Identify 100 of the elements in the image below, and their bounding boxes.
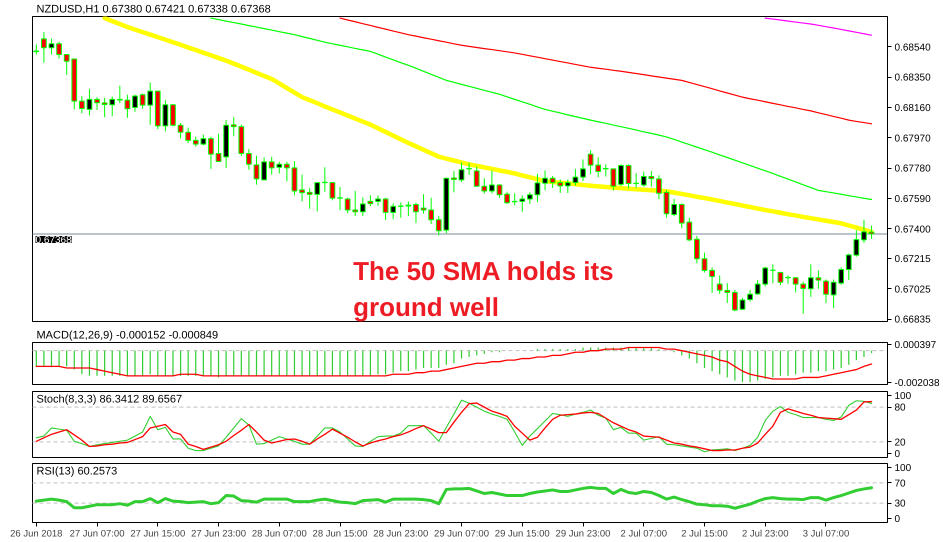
candlestick [808, 264, 814, 298]
candlestick [527, 192, 533, 204]
candlestick [595, 156, 602, 178]
candlestick [109, 96, 116, 117]
y-tick-label: 0.000397 [894, 340, 937, 351]
y-tick-label: 80 [894, 402, 906, 414]
chart-title: RSI(13) 60.2573 [36, 466, 118, 478]
y-tick-label: 70 [894, 478, 906, 490]
candlestick [314, 182, 320, 212]
chart-title: NZDUSD,H1 0.67380 0.67421 0.67338 0.67368 [36, 4, 271, 16]
annotation: The 50 SMA holds its ground well [353, 256, 614, 322]
candlestick [754, 280, 761, 296]
line-series [102, 16, 874, 234]
candlestick [276, 161, 282, 174]
candlestick [678, 202, 685, 229]
candlestick [41, 32, 47, 64]
x-tick-label: 29 Jun 15:00 [494, 528, 550, 540]
ref-line-label: 0.67368 [36, 234, 72, 246]
candlestick [474, 166, 480, 188]
candlestick [519, 194, 526, 212]
x-tick-label: 28 Jun 23:00 [373, 528, 428, 540]
y-tick-label: 0 [894, 448, 900, 460]
candlestick [466, 162, 472, 176]
x-tick-label: 27 Jun 15:00 [130, 528, 186, 540]
candlestick [428, 197, 434, 225]
line-series [210, 17, 872, 200]
candlestick [640, 171, 647, 188]
y-tick-label: -0.002038 [894, 378, 940, 390]
candlestick [762, 266, 768, 287]
candlestick [352, 190, 358, 217]
chart-title: Stoch(8,3,3) 86.3412 89.6567 [36, 394, 182, 406]
candlestick [64, 53, 70, 76]
candlestick [564, 179, 571, 194]
y-tick-label: 0.68540 [894, 42, 932, 54]
candlestick [716, 275, 723, 294]
candlestick [747, 289, 753, 302]
candlestick [732, 289, 738, 312]
candlestick [724, 282, 730, 304]
x-tick-label: 29 Jun 07:00 [434, 528, 489, 540]
candlestick [192, 136, 199, 148]
y-tick-label: 0.67400 [894, 224, 932, 236]
x-tick-label: 2 Jul 15:00 [681, 528, 728, 540]
candlestick [284, 161, 290, 182]
candlestick [360, 196, 366, 217]
y-tick-label: 20 [894, 437, 906, 448]
candlestick [390, 202, 396, 220]
candlestick [147, 82, 154, 126]
x-tick-label: 27 Jun 07:00 [70, 528, 125, 540]
candlestick [580, 158, 586, 182]
candlestick [185, 127, 192, 144]
y-tick-label: 0.67970 [894, 133, 932, 144]
candlestick [846, 253, 852, 281]
candlestick [344, 197, 350, 214]
candlestick [838, 266, 844, 286]
candlestick [246, 148, 252, 170]
candlestick [102, 97, 108, 118]
candlestick [588, 150, 594, 175]
candlestick [816, 270, 822, 290]
y-tick-label: 0 [894, 514, 900, 525]
y-tick-label: 100 [894, 391, 912, 402]
candlestick [792, 276, 798, 293]
y-tick-label: 0.67025 [894, 284, 932, 296]
candlestick [162, 100, 168, 132]
candlestick [368, 194, 374, 207]
candlestick [116, 85, 123, 104]
y-tick-label: 0.67590 [894, 194, 932, 206]
candlestick [671, 198, 677, 217]
y-tick-label: 0.68160 [894, 103, 932, 114]
x-tick-label: 3 Jul 07:00 [802, 528, 850, 540]
y-tick-label: 0.67215 [894, 254, 932, 265]
candlestick [770, 264, 776, 284]
candlestick [489, 170, 495, 194]
candlestick [740, 297, 746, 311]
candlestick [686, 217, 692, 242]
candlestick [436, 216, 442, 236]
candlestick [709, 266, 715, 294]
candlestick [800, 281, 806, 314]
candlestick [854, 230, 860, 258]
candlestick [610, 168, 616, 192]
chart-title: MACD(12,26,9) -0.000152 -0.000849 [36, 330, 218, 342]
candlestick [550, 175, 556, 189]
y-tick-label: 0.67780 [894, 164, 932, 175]
candlestick [602, 164, 609, 178]
x-tick-label: 2 Jul 23:00 [742, 528, 788, 540]
candlestick [398, 202, 404, 218]
x-tick-label: 26 Jun 2018 [10, 528, 62, 540]
candlestick [306, 188, 313, 210]
candlestick [268, 156, 275, 176]
candlestick [481, 178, 488, 194]
x-tick-label: 27 Jun 23:00 [191, 528, 246, 540]
y-tick-label: 0.66835 [894, 314, 932, 326]
line-series [36, 346, 872, 380]
x-tick-label: 28 Jun 07:00 [252, 528, 307, 540]
y-tick-label: 0.68350 [894, 72, 932, 84]
candlestick [572, 168, 578, 186]
y-tick-label: 30 [894, 498, 906, 510]
candlestick [230, 116, 237, 137]
candlestick [200, 134, 206, 146]
line-series [339, 17, 872, 124]
candlestick [79, 96, 85, 114]
